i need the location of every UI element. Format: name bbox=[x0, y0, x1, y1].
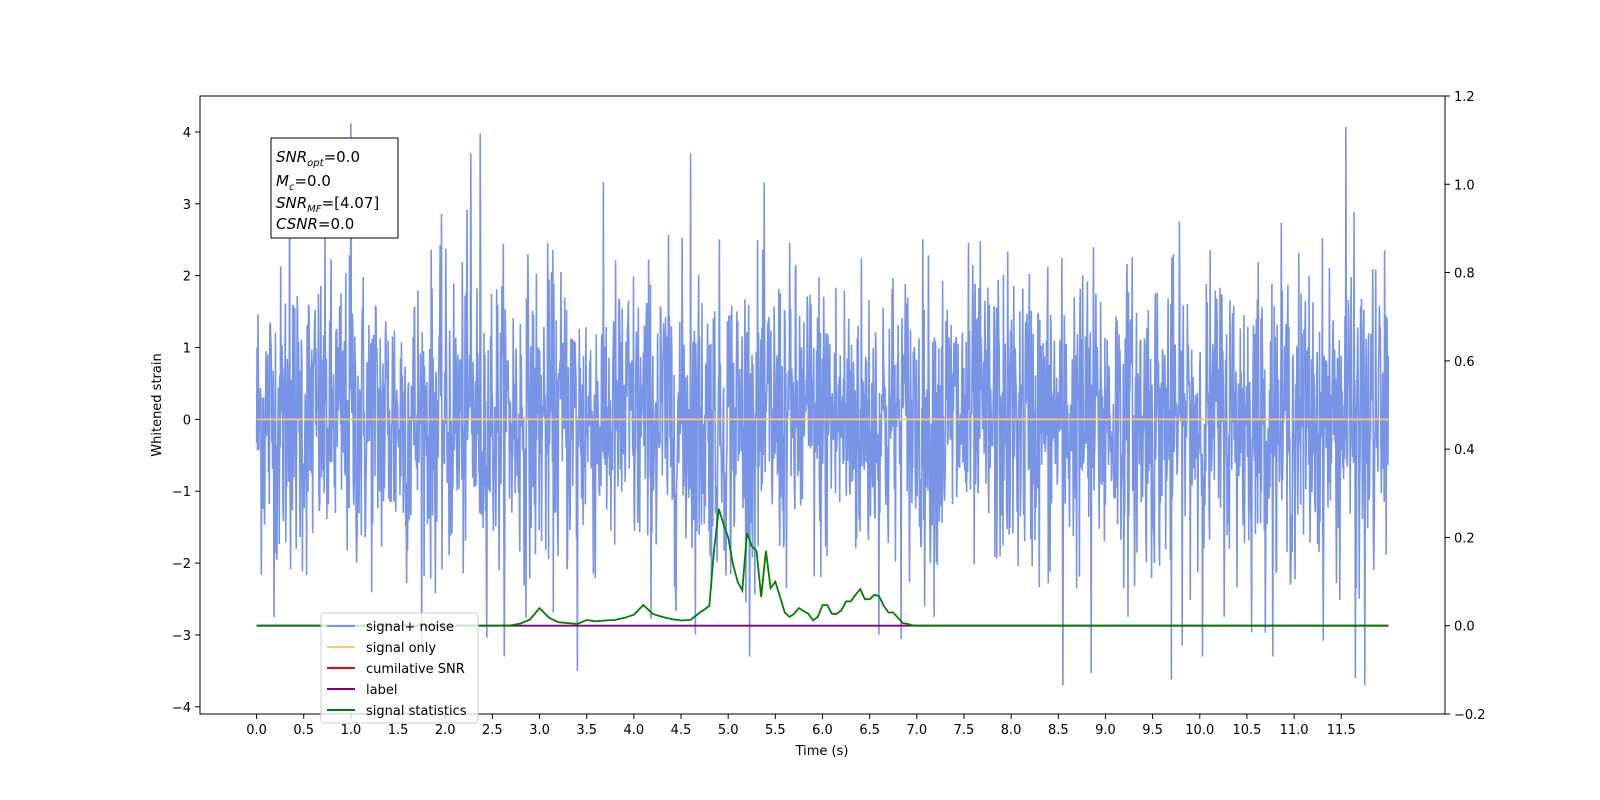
legend: signal+ noise signal only cumilative SNR la… bbox=[320, 612, 479, 724]
signal-noise-series bbox=[255, 123, 1390, 686]
y2-tick-label: −0.2 bbox=[1454, 708, 1486, 723]
svg-text:SNRMF=[4.07]: SNRMF=[4.07] bbox=[276, 194, 379, 215]
y-tick-label: −4 bbox=[172, 701, 191, 716]
y-tick-label: 2 bbox=[183, 270, 191, 285]
x-tick-label: 7.5 bbox=[954, 723, 975, 738]
y-tick-label: −1 bbox=[172, 485, 191, 500]
legend-item-signal-only: signal only bbox=[327, 641, 436, 656]
y2-tick-label: 0.0 bbox=[1454, 620, 1475, 635]
x-tick-label: 7.0 bbox=[906, 723, 927, 738]
annotation-mc: =0.0 bbox=[294, 172, 330, 190]
x-tick-label: 3.5 bbox=[576, 723, 597, 738]
y2-tick-label: 1.2 bbox=[1454, 90, 1475, 105]
y2-tick-label: 0.4 bbox=[1454, 443, 1475, 458]
y-tick-label: −3 bbox=[172, 629, 191, 644]
y-tick-label: −2 bbox=[172, 557, 191, 572]
y-tick-label: 3 bbox=[183, 198, 191, 213]
y2-tick-label: 1.0 bbox=[1454, 178, 1475, 193]
signal-statistics-line bbox=[256, 508, 1389, 627]
x-tick-label: 8.5 bbox=[1048, 723, 1069, 738]
x-tick-label: 6.0 bbox=[812, 723, 833, 738]
x-tick-label: 10.0 bbox=[1185, 723, 1214, 738]
legend-item-signal-noise: signal+ noise bbox=[327, 620, 454, 635]
legend-label: signal+ noise bbox=[366, 620, 454, 635]
legend-item-label: label bbox=[327, 683, 397, 698]
legend-item-signal-statistics: signal statistics bbox=[327, 704, 467, 719]
x-tick-label: 2.0 bbox=[435, 723, 456, 738]
x-tick-label: 11.0 bbox=[1280, 723, 1309, 738]
x-tick-label: 9.5 bbox=[1142, 723, 1163, 738]
y2-tick-label: 0.8 bbox=[1454, 267, 1475, 282]
y2-tick-label: 0.2 bbox=[1454, 531, 1475, 546]
y2-tick-label: 0.6 bbox=[1454, 355, 1475, 370]
x-axis-title: Time (s) bbox=[795, 744, 849, 759]
x-tick-label: 5.0 bbox=[718, 723, 739, 738]
y-axis-title: Whitened strain bbox=[150, 353, 165, 456]
x-tick-label: 1.5 bbox=[388, 723, 409, 738]
annotation-snr-mf: =[4.07] bbox=[322, 194, 380, 212]
axis-ticks: 0.0 0.5 1.0 1.5 2.0 2.5 3.0 3.5 4.0 4.5 5.0 5.5 6.0 6… bbox=[172, 90, 1486, 738]
legend-item-cumilative-snr: cumilative SNR bbox=[327, 662, 465, 677]
x-tick-label: 4.5 bbox=[671, 723, 692, 738]
x-tick-label: 5.5 bbox=[765, 723, 786, 738]
annotation-box: SNRopt=0.0 Mc=0.0 SNRMF=[4.07] CSNR=0.0 bbox=[270, 137, 399, 239]
x-tick-label: 10.5 bbox=[1232, 723, 1261, 738]
svg-text:Mc=0.0: Mc=0.0 bbox=[276, 172, 331, 193]
x-tick-label: 8.0 bbox=[1001, 723, 1022, 738]
x-tick-label: 3.0 bbox=[529, 723, 550, 738]
x-tick-label: 0.5 bbox=[293, 723, 314, 738]
annotation-snr-opt: =0.0 bbox=[324, 148, 360, 166]
svg-text:CSNR=0.0: CSNR=0.0 bbox=[276, 215, 354, 233]
x-tick-label: 4.0 bbox=[624, 723, 645, 738]
legend-label: signal statistics bbox=[366, 704, 467, 719]
svg-text:SNRopt=0.0: SNRopt=0.0 bbox=[276, 148, 360, 169]
x-tick-label: 9.0 bbox=[1095, 723, 1116, 738]
y-tick-label: 0 bbox=[183, 413, 191, 428]
legend-label: cumilative SNR bbox=[366, 662, 465, 677]
x-tick-label: 0.0 bbox=[246, 723, 267, 738]
annotation-csnr: =0.0 bbox=[318, 215, 354, 233]
y-tick-label: 4 bbox=[183, 126, 191, 141]
x-tick-label: 11.5 bbox=[1327, 723, 1356, 738]
legend-label: signal only bbox=[366, 641, 436, 656]
legend-label: label bbox=[366, 683, 397, 698]
x-tick-label: 6.5 bbox=[859, 723, 880, 738]
x-tick-label: 2.5 bbox=[482, 723, 503, 738]
x-tick-label: 1.0 bbox=[341, 723, 362, 738]
signal-noise-line bbox=[255, 123, 1390, 686]
y-tick-label: 1 bbox=[183, 342, 191, 357]
